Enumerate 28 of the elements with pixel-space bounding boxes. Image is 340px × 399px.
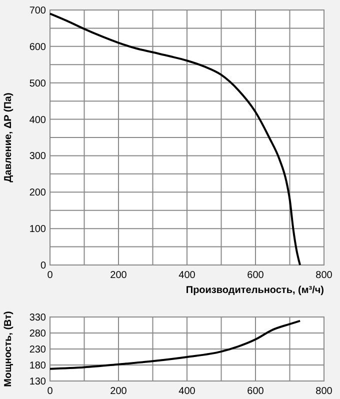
x-tick-label: 0 [47,386,54,397]
y-tick-label: 180 [29,360,46,372]
x-tick-label: 400 [178,386,196,397]
x-tick-label: 600 [247,270,264,281]
x-tick-label: 800 [316,386,333,397]
y-tick-label: 600 [29,42,46,53]
x-tick-label: 200 [110,270,128,281]
line-series [49,320,302,370]
y-tick-label: 700 [29,6,46,16]
y-axis-title: Мощность, (Вт) [3,311,14,387]
y-tick-label: 330 [29,312,46,324]
y-tick-label: 100 [29,224,46,236]
x-tick-label: 800 [316,270,333,281]
x-tick-label: 400 [178,270,196,281]
y-tick-label: 130 [29,376,46,388]
y-tick-label: 0 [40,260,46,272]
y-tick-label: 200 [29,188,46,199]
x-tick-label: 600 [247,386,264,397]
x-tick-label: 0 [47,270,54,281]
y-tick-label: 500 [29,78,46,90]
line-series [49,12,302,266]
y-tick-label: 400 [29,114,46,126]
y-tick-label: 300 [29,151,46,162]
y-tick-label: 280 [29,328,46,340]
y-axis-title: Давление, ΔP (Па) [3,92,14,182]
x-tick-label: 200 [110,386,128,397]
x-axis-title: Производительность, (м³/ч) [186,285,324,296]
y-tick-label: 230 [29,344,46,356]
